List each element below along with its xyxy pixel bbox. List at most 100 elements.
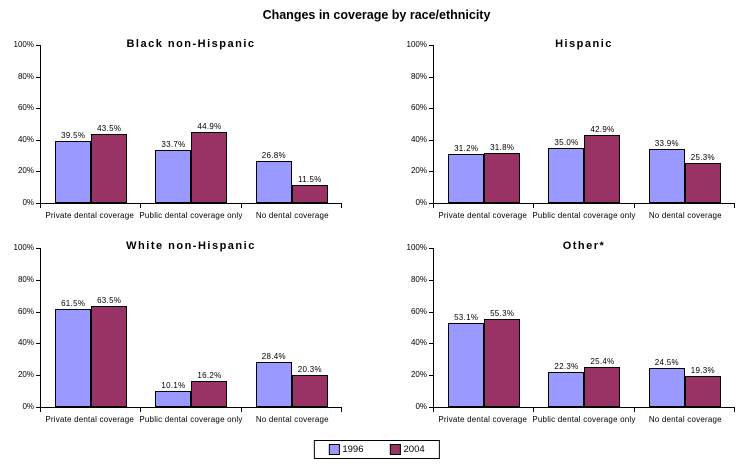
y-axis-tick-label: 40% <box>17 134 34 144</box>
y-axis-tick-label: 100% <box>406 243 427 252</box>
data-label: 53.1% <box>454 312 479 322</box>
bar-group: 28.4% 20.3% <box>242 248 342 407</box>
x-axis-tick-mark <box>40 203 41 208</box>
chart-white-non-hispanic: White non-Hispanic 0% 20% 40% 60% 80% 100% 61.5… <box>0 238 354 429</box>
y-axis-tick-mark <box>429 76 434 78</box>
x-axis-tick-mark <box>140 407 142 412</box>
x-axis-tick-mark <box>341 203 342 208</box>
chart-black-non-hispanic: Black non-Hispanic 0% 20% 40% 60% 80% 100% 39.5… <box>0 36 354 223</box>
y-axis-tick-mark <box>36 171 41 173</box>
y-axis-tick-label: 20% <box>410 370 427 380</box>
bar-2004: 20.3% <box>291 365 328 407</box>
bar-group: 39.5% 43.5% <box>41 45 141 203</box>
y-axis-tick-mark <box>36 108 41 110</box>
y-axis-tick-mark <box>429 139 434 141</box>
x-axis-category-label: Public dental coverage only <box>532 211 636 220</box>
x-axis-category-label: Private dental coverage <box>438 415 528 424</box>
x-axis-category-label: Public dental coverage only <box>139 211 243 220</box>
chart-other: Other* 0% 20% 40% 60% 80% 100% 53.1% 55.3% 22.3% 2… <box>393 238 747 429</box>
chart-title: Black non-Hispanic <box>126 38 256 50</box>
y-axis-tick-label: 20% <box>410 166 427 176</box>
bar-group: 31.2% 31.8% <box>434 45 534 203</box>
data-label: 63.5% <box>97 296 122 306</box>
y-axis-tick-mark <box>36 139 41 141</box>
bar-2004: 16.2% <box>191 371 228 407</box>
y-axis-tick-mark <box>429 279 434 281</box>
y-axis-tick-label: 100% <box>13 243 34 252</box>
y-axis-tick-label: 0% <box>22 402 34 411</box>
bar-2004: 19.3% <box>684 366 721 407</box>
bar-group: 53.1% 55.3% <box>434 248 534 407</box>
x-axis-tick-mark <box>633 407 635 412</box>
y-axis-tick-mark <box>36 375 41 377</box>
x-axis-labels: Private dental coverage Public dental cov… <box>40 211 342 220</box>
x-axis-category-label: Private dental coverage <box>45 415 135 424</box>
bar-1996: 22.3% <box>548 362 585 407</box>
page-title: Changes in coverage by race/ethnicity <box>262 8 491 22</box>
data-label: 16.2% <box>197 371 222 381</box>
chart-title: Hispanic <box>555 38 613 50</box>
data-label: 11.5% <box>298 174 322 184</box>
x-axis-tick-mark <box>734 203 735 208</box>
bar-group: 61.5% 63.5% <box>41 248 141 407</box>
data-label: 10.1% <box>161 380 186 390</box>
legend-swatch-2004 <box>389 444 401 455</box>
data-label: 22.3% <box>554 361 579 371</box>
x-axis-category-label: Public dental coverage only <box>532 415 636 424</box>
y-axis-tick-label: 40% <box>410 134 427 144</box>
bar-2004: 44.9% <box>191 122 228 203</box>
y-axis-tick-mark <box>36 311 41 313</box>
y-axis-tick-label: 80% <box>410 274 427 284</box>
x-axis-tick-mark <box>40 407 41 412</box>
y-axis-tick-mark <box>429 248 434 249</box>
x-axis-tick-mark <box>433 407 434 412</box>
bar-group: 33.9% 25.3% <box>635 45 735 203</box>
y-axis-tick-label: 60% <box>410 306 427 316</box>
plot-area: 0% 20% 40% 60% 80% 100% 53.1% 55.3% 22.3% 25.4% 24… <box>407 244 735 412</box>
data-label: 33.9% <box>654 139 679 149</box>
legend-swatch-1996 <box>328 444 340 455</box>
x-axis-tick-mark <box>433 203 434 208</box>
legend-label-1996: 1996 <box>342 444 364 455</box>
y-axis-tick-label: 100% <box>406 40 427 49</box>
data-label: 43.5% <box>97 124 122 134</box>
y-axis-tick-mark <box>36 343 41 345</box>
bar-1996: 33.9% <box>648 139 685 203</box>
bar-1996: 26.8% <box>255 151 292 203</box>
chart-title: Other* <box>562 240 606 252</box>
y-axis-tick-label: 80% <box>17 71 34 81</box>
bar-1996: 31.2% <box>448 144 485 203</box>
data-label: 25.4% <box>590 356 615 366</box>
bar-1996: 24.5% <box>648 358 685 407</box>
y-axis-tick-label: 40% <box>17 338 34 348</box>
x-axis-category-label: Public dental coverage only <box>139 415 243 424</box>
y-axis-tick-mark <box>36 203 41 204</box>
data-label: 35.0% <box>554 137 579 147</box>
data-label: 39.5% <box>61 130 86 140</box>
data-label: 44.9% <box>197 122 222 132</box>
y-axis-tick-mark <box>429 343 434 345</box>
x-axis-labels: Private dental coverage Public dental cov… <box>433 415 735 424</box>
x-axis-category-label: No dental coverage <box>648 211 722 220</box>
y-axis-tick-label: 80% <box>410 71 427 81</box>
data-label: 55.3% <box>490 309 515 319</box>
x-axis-tick-mark <box>533 407 535 412</box>
x-axis-category-label: No dental coverage <box>255 415 329 424</box>
y-axis-tick-label: 0% <box>22 198 34 207</box>
chart-title: White non-Hispanic <box>126 240 256 252</box>
legend-item-2004: 2004 <box>389 444 425 455</box>
data-label: 31.2% <box>454 143 479 153</box>
data-label: 61.5% <box>61 299 86 309</box>
x-axis-tick-mark <box>633 203 635 208</box>
bar-2004: 63.5% <box>91 296 128 407</box>
y-axis-tick-mark <box>429 311 434 313</box>
y-axis-tick-label: 0% <box>415 198 427 207</box>
x-axis-category-label: Private dental coverage <box>45 211 135 220</box>
x-axis-category-label: No dental coverage <box>648 415 722 424</box>
y-axis-tick-mark <box>36 76 41 78</box>
y-axis-tick-label: 40% <box>410 338 427 348</box>
y-axis-tick-mark <box>36 45 41 46</box>
x-axis-category-label: Private dental coverage <box>438 211 528 220</box>
x-axis-tick-mark <box>240 203 242 208</box>
data-label: 42.9% <box>590 125 615 135</box>
